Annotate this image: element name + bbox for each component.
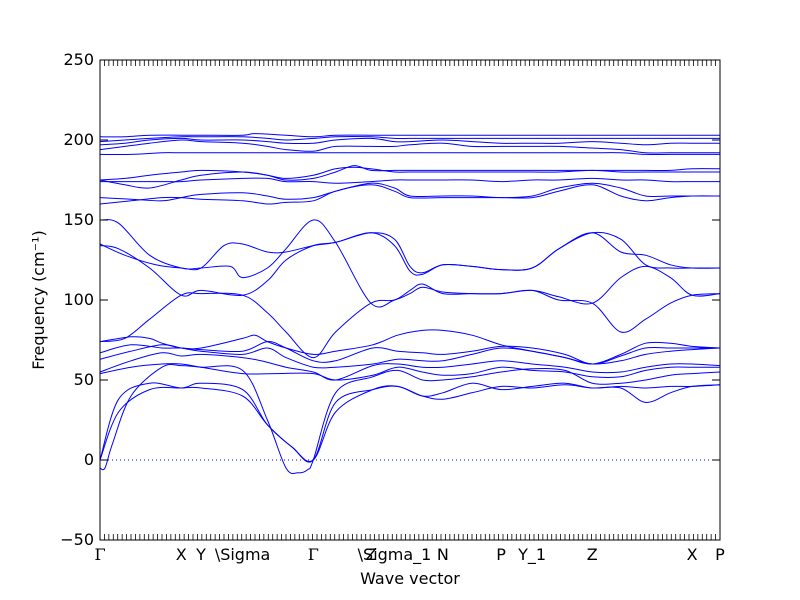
x-tick-label: \Sigma_1 [358, 545, 432, 565]
x-tick-label: Z [365, 545, 376, 564]
band-line-2 [99, 382, 721, 463]
y-tick-label: −50 [60, 530, 94, 549]
band-line-6 [99, 344, 721, 369]
band-line-15 [100, 177, 720, 184]
band-line-13 [99, 184, 721, 205]
x-tick-label: Y [195, 545, 206, 564]
band-line-14 [99, 182, 720, 202]
y-tick-label: 0 [84, 450, 94, 469]
y-tick-label: 50 [74, 370, 94, 389]
band-line-9 [99, 231, 720, 297]
band-line-20 [99, 137, 720, 146]
x-tick-label: X [687, 545, 698, 564]
x-axis-label: Wave vector [360, 569, 460, 588]
plot-background [100, 60, 720, 540]
y-tick-label: 250 [63, 50, 94, 69]
band-line-7 [99, 341, 720, 365]
plot-frame [99, 59, 721, 541]
band-line-11 [99, 219, 721, 333]
y-tick-layer: −50 0 50 100 150 200 250 [60, 50, 720, 549]
band-line-5 [99, 352, 721, 381]
band-line-19 [99, 139, 720, 154]
x-tick-label: P [715, 545, 725, 564]
band-line-21 [99, 136, 720, 143]
band-line-12 [99, 265, 721, 359]
band-line-3 [99, 363, 721, 475]
x-tick-label: N [437, 545, 449, 564]
x-tick-layer: Γ X Y \Sigma Γ Z\Sigma_1 N P Y_1 Z X P [94, 60, 725, 565]
y-axis-label: Frequency (cm⁻¹) [29, 230, 48, 369]
x-tick-label: \Sigma [215, 545, 271, 564]
series-layer [99, 133, 721, 475]
y-tick-label: 200 [63, 130, 94, 149]
x-tick-label: Γ [308, 545, 319, 564]
y-tick-label: 100 [63, 290, 94, 309]
x-tick-label: X [176, 545, 187, 564]
band-line-4 [99, 363, 720, 381]
band-line-16 [99, 166, 720, 181]
x-tick-label: P [496, 545, 506, 564]
x-tick-label: Γ [94, 545, 105, 564]
band-line-10 [99, 232, 721, 276]
x-tick-label: Y_1 [517, 545, 546, 565]
band-line-18 [99, 152, 721, 156]
band-line-8 [99, 329, 721, 365]
x-tick-label: Z [587, 545, 598, 564]
band-line-17 [99, 165, 721, 189]
band-line-22 [99, 133, 720, 138]
y-tick-label: 150 [63, 210, 94, 229]
